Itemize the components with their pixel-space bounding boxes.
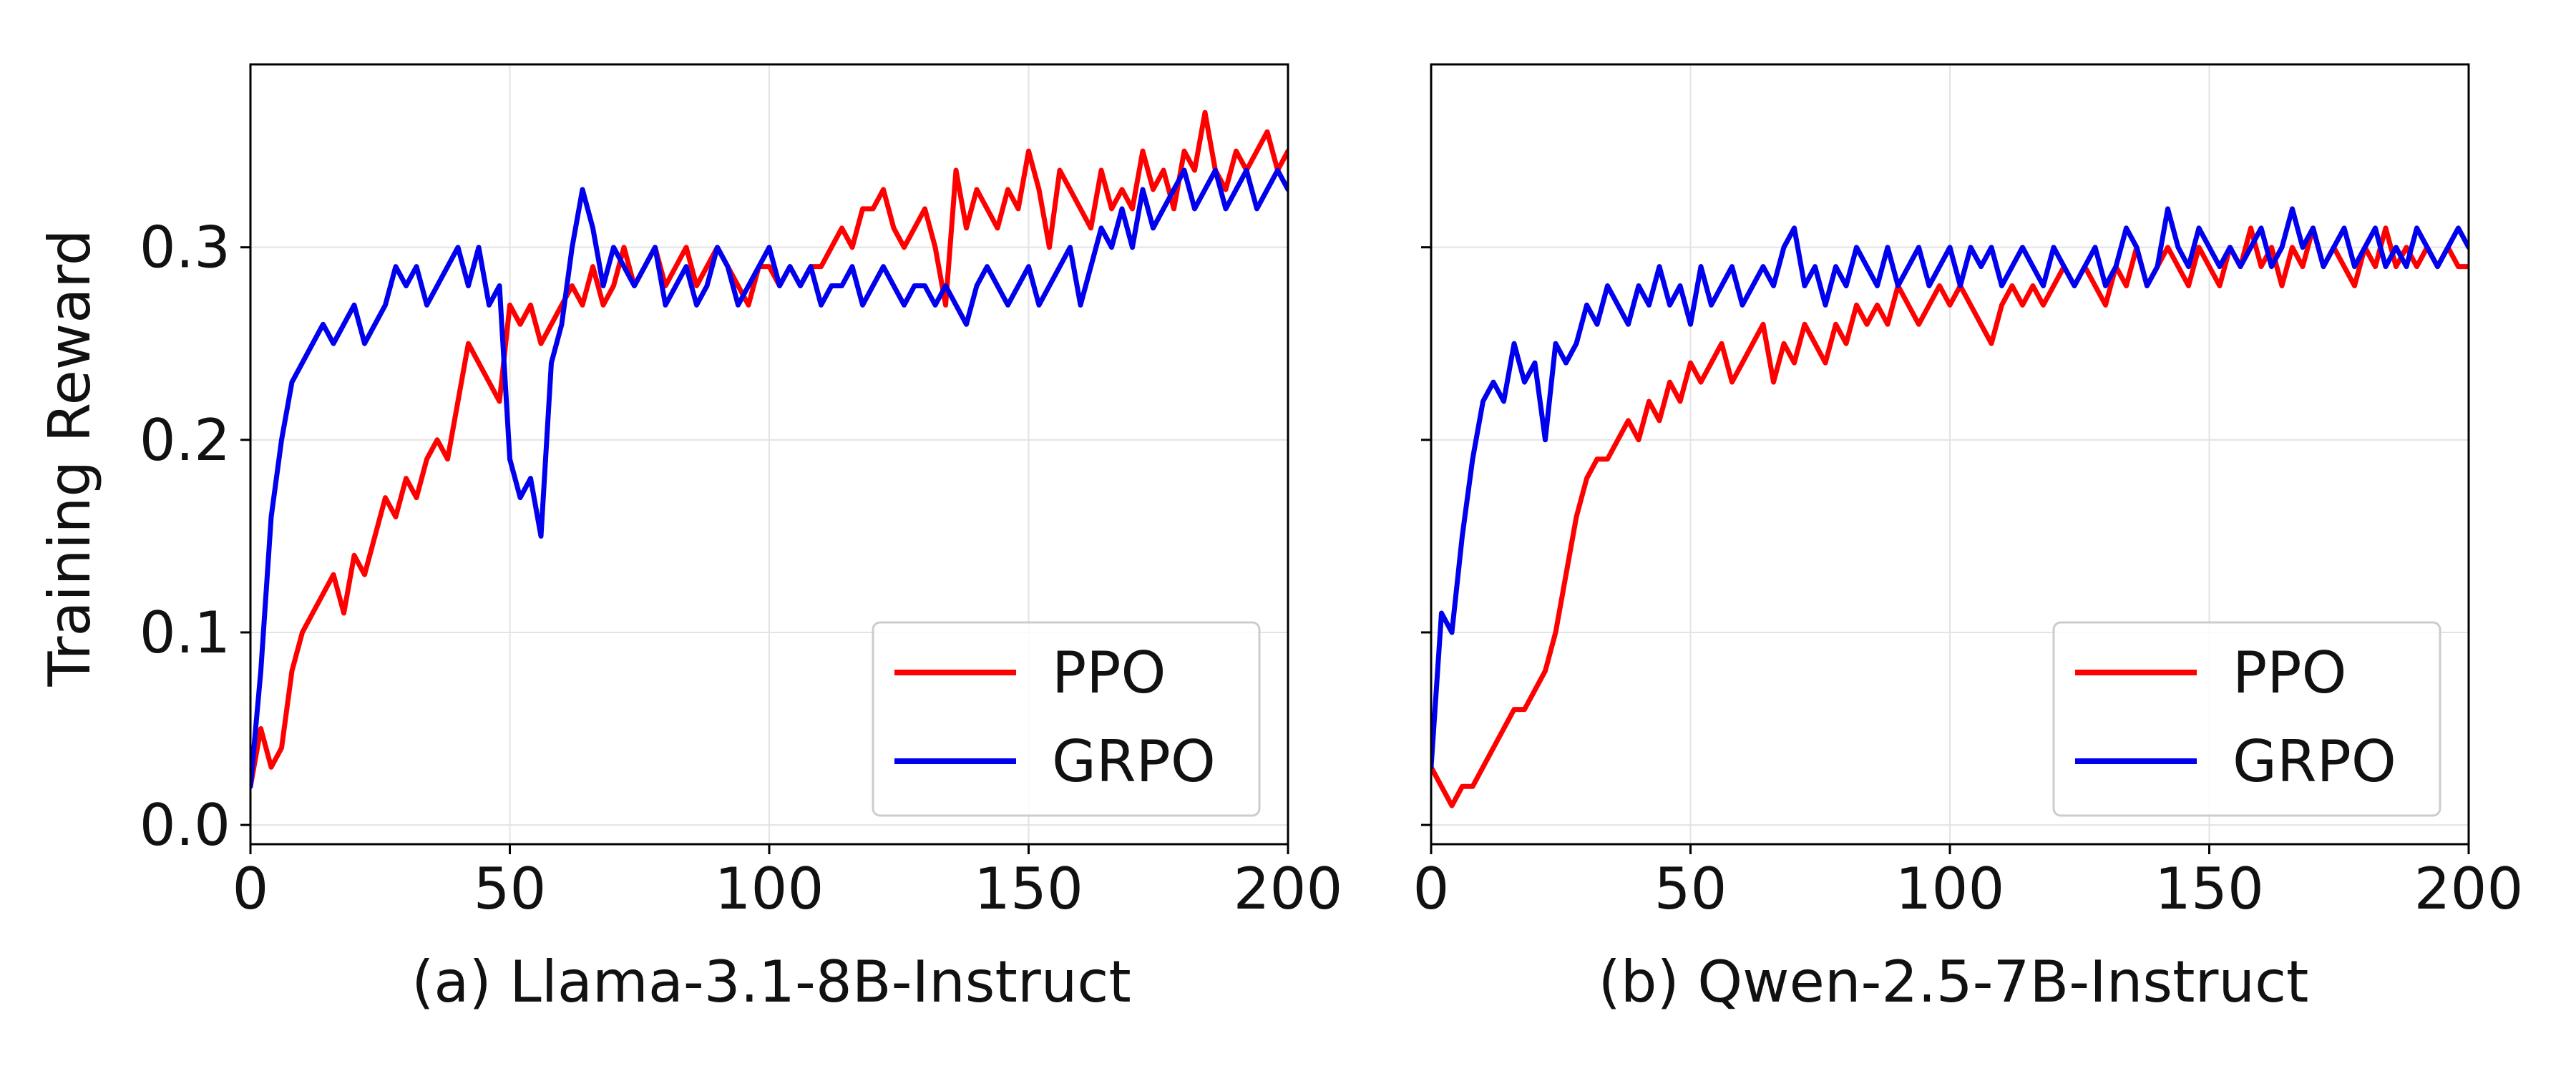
chart-b-series-ppo-line: [1431, 225, 2469, 808]
chart-a-x-tick-label-0: 0: [233, 856, 269, 922]
chart-b-caption: (b) Qwen-2.5-7B-Instruct: [1599, 949, 2309, 1015]
chart-a-y-tick-label-1: 0.1: [140, 600, 230, 666]
chart-a-axes-frame: [249, 63, 1289, 846]
chart-b-x-tick-label-1: 50: [1654, 856, 1727, 922]
chart-a-legend-label-ppo: PPO: [1052, 640, 1166, 706]
chart-b-legend-label-grpo: GRPO: [2233, 728, 2396, 795]
chart-b-x-tick-label-3: 150: [2155, 856, 2264, 922]
chart-b-x-tick-label-0: 0: [1413, 856, 1450, 922]
chart-a-legend-label-grpo: GRPO: [1052, 728, 1216, 795]
chart-a-x-tick-label-4: 200: [1234, 856, 1343, 922]
chart-a-y-tick-label-3: 0.3: [140, 215, 230, 281]
chart-a-series-ppo-line: [250, 109, 1288, 789]
chart-b-x-tick-label-2: 100: [1896, 856, 2005, 922]
chart-b-x-tick-label-4: 200: [2414, 856, 2524, 922]
y-axis-label: Training Reward: [36, 229, 103, 687]
chart-b-series-grpo-line: [1431, 206, 2469, 770]
chart-a-x-tick-label-1: 50: [474, 856, 547, 922]
chart-a-panel: 0 50 100 150 200 0.0 0.1 0.2 0.3 PPO GRPO: [140, 63, 1343, 922]
chart-a-x-tick-label-3: 150: [974, 856, 1083, 922]
chart-b-panel: 0 50 100 150 200 PPO GRPO: [1413, 63, 2524, 922]
chart-a-y-tick-label-2: 0.2: [140, 407, 230, 474]
chart-a-x-tick-label-2: 100: [715, 856, 824, 922]
chart-b-legend-label-ppo: PPO: [2233, 640, 2346, 706]
chart-a-y-tick-label-0: 0.0: [140, 792, 230, 859]
chart-a-series-grpo-line: [250, 167, 1288, 789]
chart-b-axes-frame: [1430, 63, 2470, 846]
chart-a-caption: (a) Llama-3.1-8B-Instruct: [411, 949, 1131, 1015]
